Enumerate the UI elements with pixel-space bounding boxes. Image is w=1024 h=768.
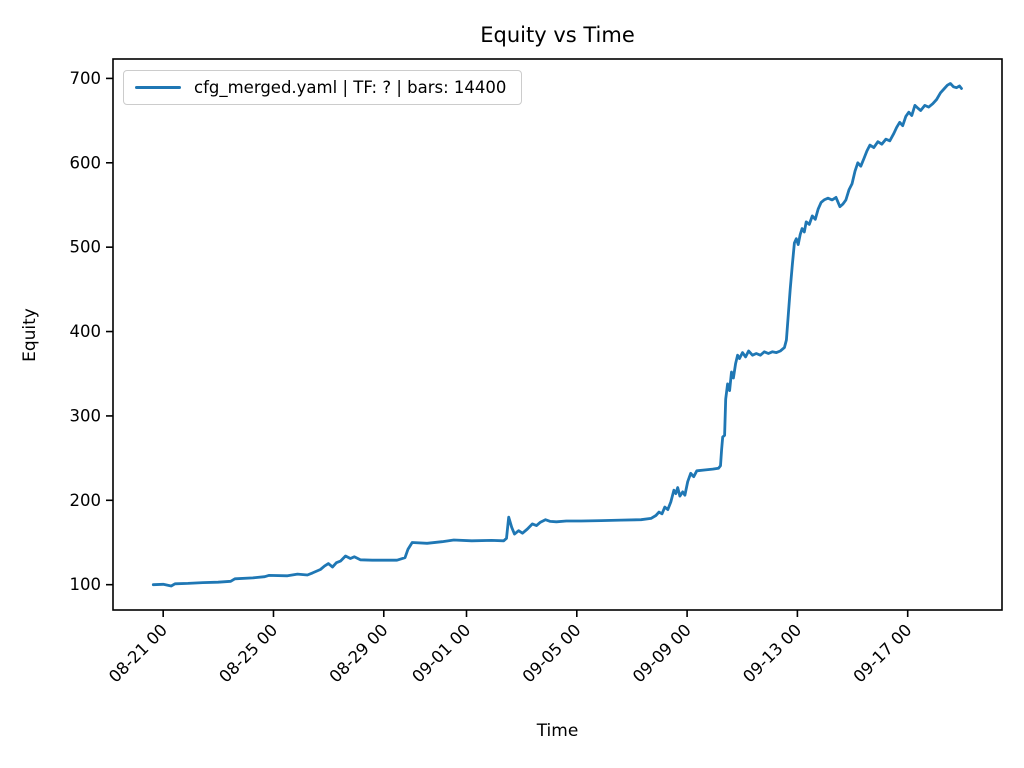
legend-line-sample-icon xyxy=(135,86,181,89)
y-tick-label: 700 xyxy=(70,69,102,88)
equity-line xyxy=(151,82,963,588)
legend-box: cfg_merged.yaml | TF: ? | bars: 14400 xyxy=(123,70,523,105)
y-tick-label: 100 xyxy=(70,575,102,594)
x-tick-label: 09-17 00 xyxy=(850,620,916,686)
chart-title: Equity vs Time xyxy=(480,23,635,47)
x-tick-label: 08-21 00 xyxy=(105,620,171,686)
y-tick-label: 600 xyxy=(70,153,102,172)
axes-frame xyxy=(112,58,1003,611)
x-tick-label: 09-01 00 xyxy=(408,620,474,686)
y-tick-label: 500 xyxy=(70,238,102,257)
x-axis-label: Time xyxy=(536,721,579,741)
x-tick-label: 08-29 00 xyxy=(326,620,392,686)
x-tick-label: 08-25 00 xyxy=(215,620,281,686)
y-axis-label: Equity xyxy=(20,308,40,362)
x-tick-label: 09-09 00 xyxy=(629,620,695,686)
y-tick-label: 200 xyxy=(70,491,102,510)
y-tick-label: 400 xyxy=(70,322,102,341)
x-tick-label: 09-05 00 xyxy=(519,620,585,686)
legend-entry-label: cfg_merged.yaml | TF: ? | bars: 14400 xyxy=(194,78,507,97)
y-tick-label: 300 xyxy=(70,406,102,425)
x-tick-label: 09-13 00 xyxy=(739,620,805,686)
